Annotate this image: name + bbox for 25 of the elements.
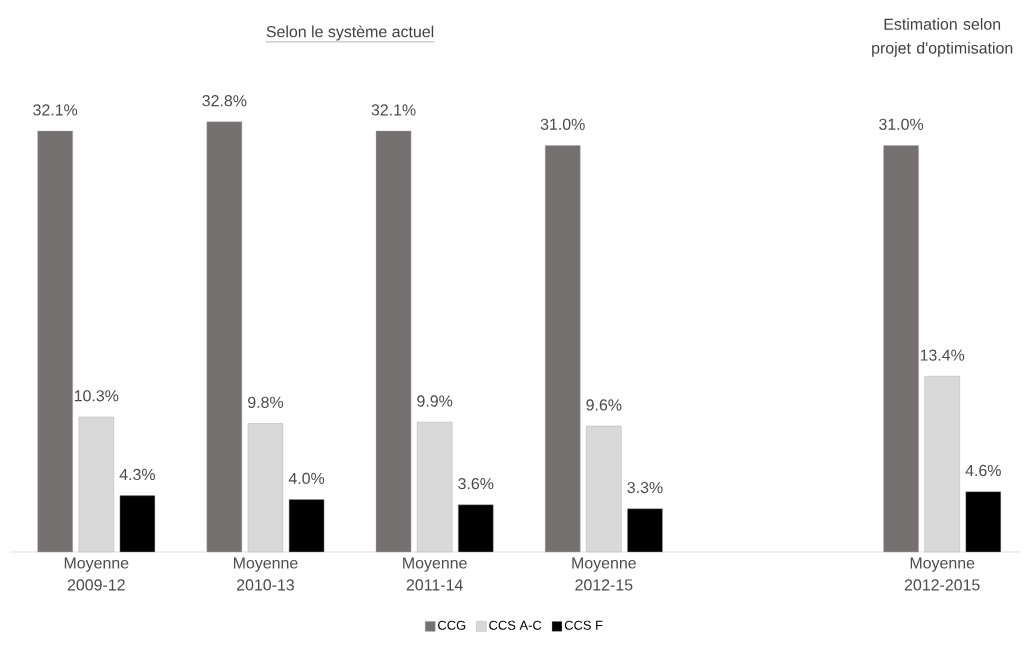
data-label: 9.8% xyxy=(248,396,284,408)
x-tick-label: Moyenne 2009-12 xyxy=(64,557,129,591)
x-tick-label: Moyenne 2012-2015 xyxy=(904,557,980,591)
data-label: 31.0% xyxy=(879,118,924,130)
data-label: 31.0% xyxy=(540,118,585,130)
legend-label: CCS A-C xyxy=(489,620,542,630)
data-label: 13.4% xyxy=(920,349,965,361)
data-label: 32.8% xyxy=(202,95,247,107)
data-label: 4.3% xyxy=(119,468,155,481)
data-label: 4.0% xyxy=(288,472,325,485)
data-label: 32.1% xyxy=(371,104,416,116)
data-label: 4.6% xyxy=(965,464,1001,477)
legend-label: CCS F xyxy=(564,620,603,630)
data-label: 3.3% xyxy=(627,481,663,494)
x-tick-label: Moyenne 2012-15 xyxy=(572,557,636,591)
data-label: 10.3% xyxy=(74,390,119,402)
chart-title: Selon le système actuel xyxy=(266,25,434,41)
text: Estimation selon projet d'optimisation xyxy=(872,18,1013,57)
x-tick-label: Moyenne 2011-14 xyxy=(403,557,467,591)
legend-label: CCG xyxy=(438,620,466,630)
data-label: 9.6% xyxy=(586,399,622,411)
data-label: 32.1% xyxy=(33,104,78,116)
data-label: 9.9% xyxy=(417,395,453,407)
data-label: 3.6% xyxy=(458,477,494,490)
x-tick-label: Moyenne 2010-13 xyxy=(234,557,298,591)
